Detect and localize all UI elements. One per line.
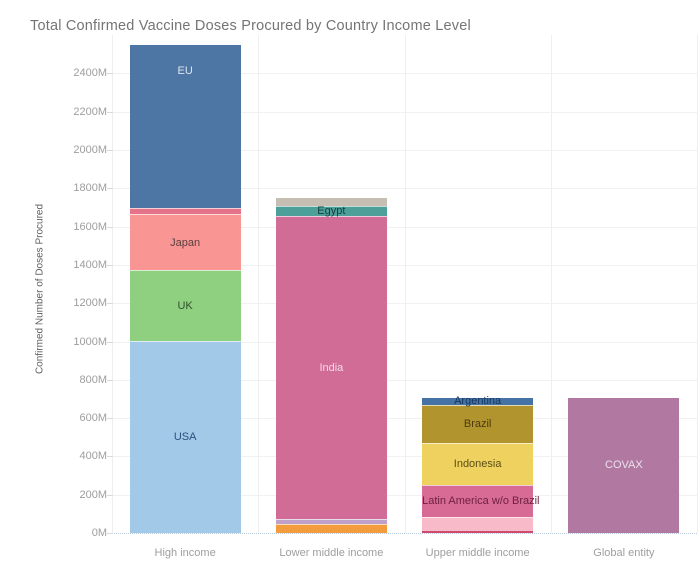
y-tick-mark: [107, 341, 113, 343]
y-tick-label: 0M: [91, 527, 107, 539]
chart-title: Total Confirmed Vaccine Doses Procured b…: [30, 18, 471, 34]
y-tick-label: 2400M: [73, 67, 107, 80]
y-tick-mark: [107, 188, 113, 190]
gridline: [112, 150, 697, 151]
y-tick-mark: [107, 111, 113, 113]
segment-label: EU: [177, 65, 193, 78]
segment-label: Indonesia: [453, 458, 502, 471]
bar-segment-usa[interactable]: USA: [129, 340, 241, 533]
segment-label: COVAX: [605, 459, 643, 472]
segment-label: Japan: [170, 236, 201, 249]
gridline: [112, 341, 697, 343]
gridline: [112, 379, 697, 381]
x-category-label: Global entity: [593, 547, 655, 559]
segment-label: Brazil: [463, 418, 492, 431]
y-tick-label: 2000M: [73, 144, 107, 156]
gridline: [112, 188, 697, 190]
x-category-label: High income: [154, 547, 216, 559]
column-divider: [697, 35, 698, 533]
bar-segment-india[interactable]: India: [275, 216, 387, 519]
bar-segment-eu[interactable]: EU: [129, 45, 241, 209]
stacked-bar-lower-middle-income[interactable]: Egypt India: [275, 197, 387, 533]
y-tick-label: 600M: [79, 412, 107, 425]
y-tick-label: 1800M: [73, 182, 107, 195]
bar-segment-covax[interactable]: COVAX: [568, 397, 680, 533]
bar-segment-unlabeled-lightpink[interactable]: [422, 516, 534, 530]
gridline: [112, 73, 697, 75]
bar-segment-japan[interactable]: Japan: [129, 214, 241, 271]
y-tick-label: 2200M: [73, 105, 107, 118]
stacked-bar-global-entity[interactable]: COVAX: [568, 397, 680, 533]
bar-segment-unlabeled-rose[interactable]: [129, 208, 241, 215]
x-category-label: Lower middle income: [279, 547, 384, 559]
segment-label: USA: [173, 431, 197, 444]
gridline: [112, 264, 697, 266]
bar-segment-latin-america-w-o-brazil[interactable]: Latin America w/o Brazil: [422, 484, 540, 517]
stacked-bar-upper-middle-income[interactable]: Argentina Brazil Indonesia Latin America w/…: [422, 395, 540, 533]
y-tick-mark: [107, 456, 113, 458]
y-tick-label: 200M: [79, 488, 107, 501]
column-divider: [258, 35, 260, 533]
bar-segment-unlabeled-gray[interactable]: [275, 197, 387, 206]
gridline: [112, 494, 697, 496]
y-tick-mark: [107, 494, 113, 496]
y-tick-mark: [107, 303, 113, 305]
segment-label: India: [319, 362, 344, 375]
y-tick-mark: [107, 533, 113, 534]
y-tick-mark: [107, 73, 113, 75]
gridline: [112, 111, 697, 113]
bar-segment-unlabeled-darkrose[interactable]: [422, 529, 534, 533]
y-tick-label: 1400M: [73, 258, 107, 271]
column-divider: [112, 35, 113, 533]
segment-label: Latin America w/o Brazil: [422, 495, 540, 508]
y-tick-label: 1000M: [73, 335, 107, 348]
segment-label: UK: [177, 299, 193, 312]
bar-segment-egypt[interactable]: Egypt: [275, 205, 387, 217]
stacked-bar-high-income[interactable]: EU Japan UK USA: [129, 45, 241, 533]
gridline: [112, 418, 697, 420]
y-tick-label: 1600M: [73, 220, 107, 233]
gridline: [112, 226, 697, 228]
y-tick-label: 1200M: [73, 297, 107, 310]
bar-segment-uk[interactable]: UK: [129, 270, 241, 341]
zero-gridline: [112, 533, 697, 534]
y-tick-label: 400M: [79, 450, 107, 463]
y-tick-mark: [107, 226, 113, 228]
bar-segment-brazil[interactable]: Brazil: [422, 404, 534, 443]
y-tick-label: 800M: [79, 373, 107, 386]
y-tick-mark: [107, 150, 113, 151]
column-divider: [404, 35, 406, 533]
bar-segment-unlabeled-orange[interactable]: [275, 523, 387, 533]
gridline: [112, 303, 697, 305]
gridline: [112, 456, 697, 458]
bar-segment-unlabeled-lavender[interactable]: [275, 518, 387, 524]
y-tick-mark: [107, 264, 113, 266]
column-divider: [550, 35, 552, 533]
y-tick-mark: [107, 418, 113, 420]
bar-segment-argentina[interactable]: Argentina: [422, 395, 534, 407]
bar-segment-indonesia[interactable]: Indonesia: [422, 442, 534, 485]
y-tick-mark: [107, 379, 113, 381]
x-category-label: Upper middle income: [425, 547, 530, 559]
